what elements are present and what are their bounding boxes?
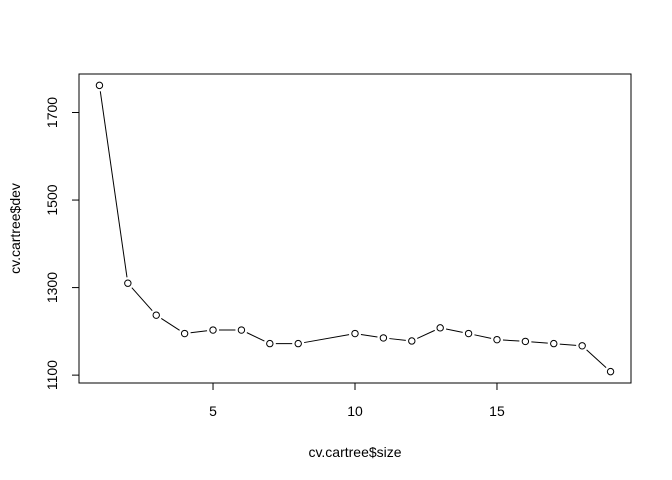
- data-point: [237, 326, 246, 334]
- data-point: [95, 81, 104, 90]
- series-line-segment: [360, 333, 378, 338]
- data-point: [464, 329, 473, 338]
- series-line-segment: [99, 91, 128, 278]
- series-line-segment: [559, 343, 577, 346]
- x-tick-label: 5: [209, 403, 217, 419]
- data-point: [436, 324, 444, 332]
- data-point: [294, 339, 302, 348]
- data-point: [493, 335, 501, 344]
- data-point: [550, 339, 558, 348]
- data-point: [521, 337, 530, 346]
- data-point: [351, 329, 359, 338]
- series-line-segment: [389, 338, 406, 341]
- x-tick-label: 15: [489, 403, 505, 419]
- y-axis: 1100 1300 1500 1700: [44, 97, 80, 390]
- y-axis-title: cv.cartree$dev: [7, 183, 23, 274]
- y-tick-label: 1500: [44, 184, 60, 215]
- series-line-segment: [586, 349, 607, 368]
- data-point: [606, 367, 615, 376]
- data-point: [266, 339, 274, 348]
- data-point: [578, 342, 586, 350]
- x-tick-label: 10: [347, 403, 363, 419]
- data-point: [209, 326, 217, 334]
- series-line-segment: [304, 334, 350, 344]
- series-line-segment: [160, 318, 180, 331]
- x-axis-title: cv.cartree$size: [308, 444, 401, 460]
- series-group: [95, 81, 615, 376]
- y-tick-label: 1300: [44, 272, 60, 303]
- y-tick-label: 1100: [44, 360, 60, 390]
- x-axis: 5 10 15: [99, 382, 505, 419]
- series-line-segment: [190, 330, 208, 334]
- data-point: [124, 279, 132, 287]
- series-line-segment: [445, 328, 463, 333]
- series-line-segment: [246, 332, 265, 342]
- series-line-segment: [502, 339, 520, 342]
- series-line-segment: [131, 287, 153, 312]
- data-point: [180, 329, 189, 338]
- y-tick-label: 1700: [44, 97, 60, 128]
- data-point: [408, 337, 416, 345]
- series-line-segment: [531, 341, 548, 344]
- data-point: [152, 311, 160, 319]
- data-point: [379, 334, 388, 342]
- series-line-segment: [417, 329, 435, 339]
- series-line-segment: [474, 334, 492, 339]
